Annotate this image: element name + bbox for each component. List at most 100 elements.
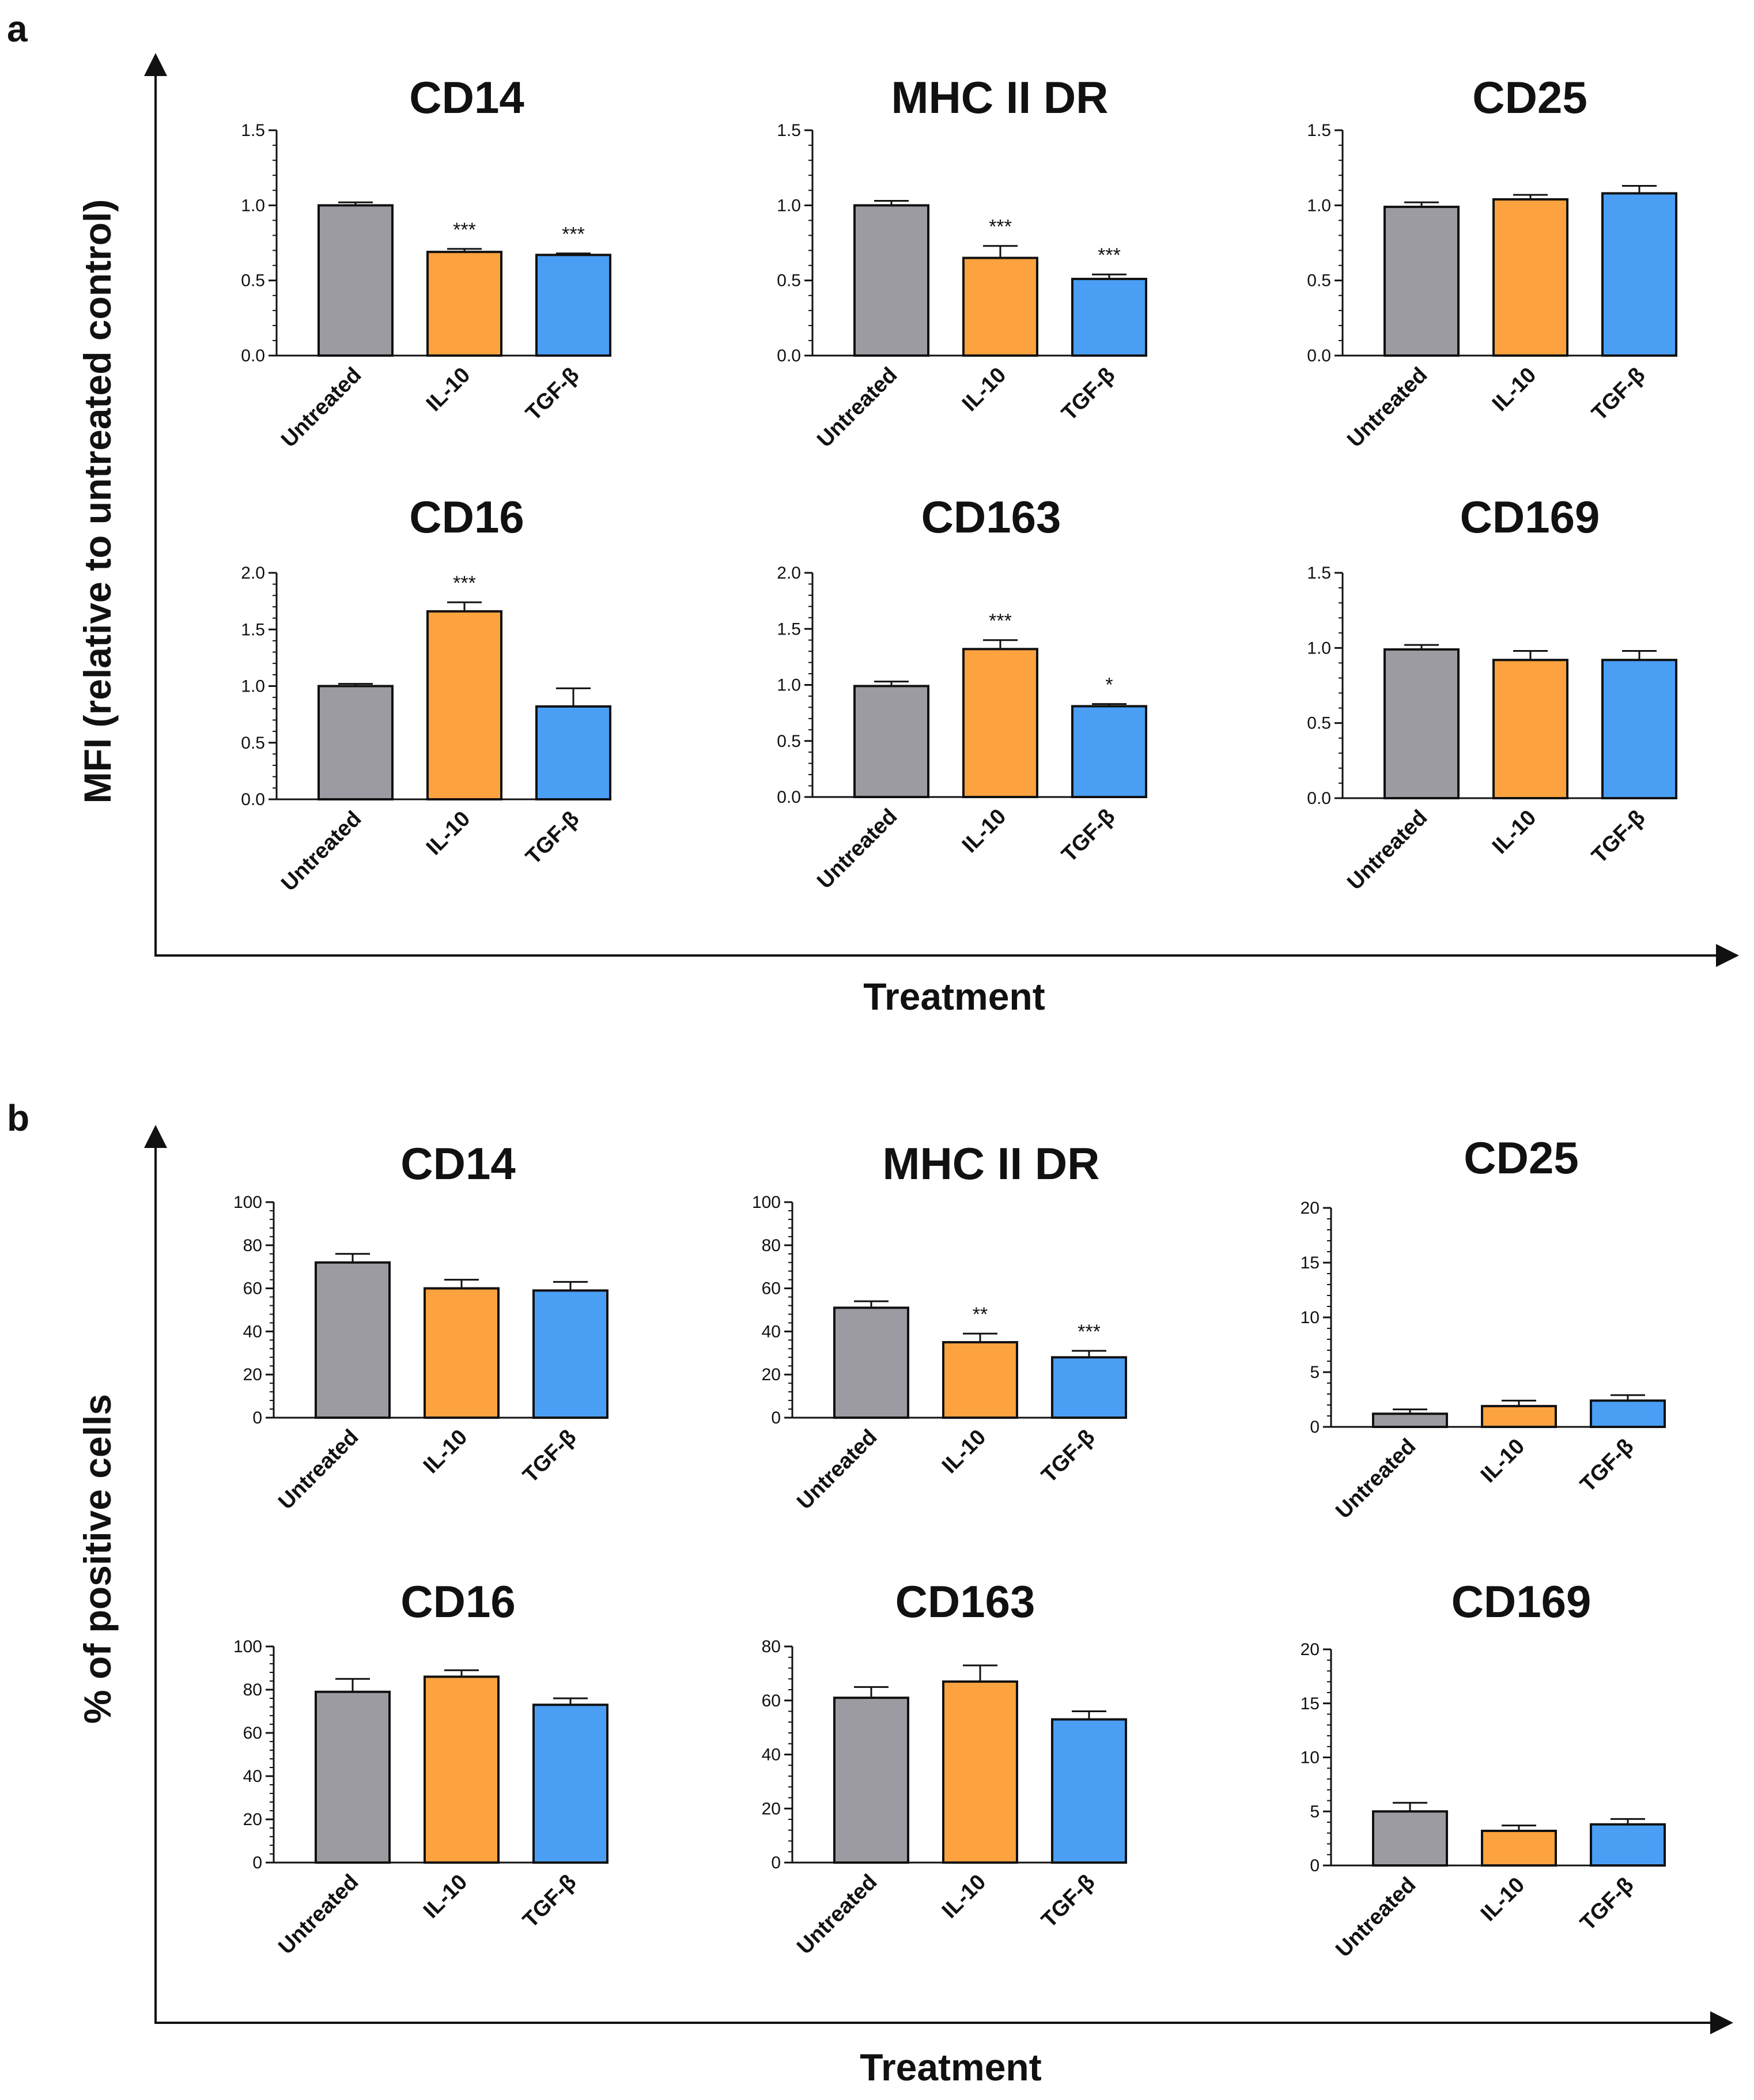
significance-marker: *** (562, 224, 585, 245)
category-label: IL-10 (419, 1425, 472, 1478)
chart-a-mhc-ii-dr: MHC II DR 0.0 0.5 1.0 1.5 Untreated *** IL-10 **… (777, 72, 1147, 452)
panel-b-y-axis-label: % of positive cells (76, 1394, 119, 1724)
y-tick-label: 40 (243, 1767, 262, 1786)
bar-il10 (424, 1287, 500, 1419)
y-tick-label: 1.0 (1307, 639, 1331, 658)
category-label: TGF-β (1587, 363, 1650, 426)
y-tick-label: 1.0 (241, 196, 265, 215)
category-label: Untreated (277, 807, 366, 896)
chart-a-cd14: CD14 0.0 0.5 1.0 1.5 Untreated *** IL-10 *** TGF-… (241, 72, 611, 452)
y-tick-label: 0 (252, 1853, 262, 1872)
bar-tgfb (1590, 1399, 1666, 1428)
y-tick-label: 100 (752, 1193, 781, 1212)
bar-untreated (1372, 1810, 1448, 1867)
chart-a-cd25: CD25 0.0 0.5 1.0 1.5 Untreated IL-10 TGF-β (1307, 72, 1677, 452)
bar-il10 (942, 1341, 1018, 1419)
significance-marker: *** (453, 572, 476, 594)
chart-title: CD169 (1460, 492, 1600, 542)
y-tick-label: 1.5 (1307, 121, 1331, 140)
y-tick-label: 1.5 (777, 620, 801, 639)
chart-title: CD163 (921, 492, 1061, 542)
y-tick-label: 0.5 (1307, 714, 1331, 733)
category-label: IL-10 (422, 363, 475, 416)
bar-untreated (853, 204, 929, 357)
y-tick-label: 0 (771, 1853, 781, 1872)
y-tick-label: 0 (252, 1408, 262, 1427)
panel-a-y-axis-label: MFI (relative to untreated control) (76, 199, 119, 804)
y-tick-label: 1.5 (1307, 564, 1331, 583)
y-tick-label: 40 (762, 1322, 781, 1341)
bar-untreated (1383, 205, 1460, 357)
category-label: IL-10 (1476, 1873, 1529, 1926)
category-label: IL-10 (1476, 1434, 1529, 1487)
category-label: TGF-β (1576, 1434, 1639, 1497)
category-label: TGF-β (1037, 1425, 1100, 1488)
y-tick-label: 1.5 (241, 121, 265, 140)
chart-title: CD14 (400, 1138, 515, 1189)
bar-untreated (315, 1261, 391, 1419)
category-label: Untreated (1343, 806, 1432, 895)
category-label: Untreated (274, 1870, 363, 1959)
bar-il10 (426, 610, 502, 801)
bar-tgfb (1590, 1823, 1666, 1867)
category-label: TGF-β (519, 1870, 581, 1933)
y-tick-label: 20 (1301, 1199, 1320, 1218)
category-label: TGF-β (521, 363, 584, 426)
bar-untreated (317, 685, 394, 800)
y-tick-label: 40 (762, 1746, 781, 1765)
y-tick-label: 0.0 (1307, 789, 1331, 808)
y-tick-label: 0 (771, 1408, 781, 1427)
bar-untreated (833, 1306, 909, 1419)
chart-title: CD16 (409, 492, 524, 542)
significance-marker: *** (1098, 244, 1121, 266)
bar-tgfb (535, 705, 611, 800)
y-tick-label: 0 (1310, 1418, 1320, 1437)
bar-il10 (962, 256, 1038, 357)
y-tick-label: 100 (233, 1193, 262, 1212)
category-label: IL-10 (1488, 363, 1541, 416)
chart-title: CD14 (409, 72, 524, 123)
y-tick-label: 20 (762, 1799, 781, 1818)
significance-marker: *** (989, 216, 1012, 238)
y-tick-label: 0.0 (1307, 346, 1331, 365)
y-tick-label: 0.0 (241, 346, 265, 365)
y-tick-label: 0 (1310, 1856, 1320, 1875)
y-tick-label: 20 (1301, 1640, 1320, 1659)
category-label: TGF-β (519, 1425, 581, 1488)
significance-marker: *** (453, 219, 476, 241)
y-tick-label: 0.5 (1307, 271, 1331, 290)
category-label: Untreated (812, 805, 902, 894)
panel-b-x-axis-label: Treatment (860, 2046, 1041, 2088)
y-tick-label: 100 (233, 1637, 262, 1656)
y-tick-label: 60 (243, 1279, 262, 1298)
y-tick-label: 1.0 (1307, 196, 1331, 215)
category-label: Untreated (1331, 1434, 1420, 1524)
y-tick-label: 5 (1310, 1363, 1320, 1382)
category-label: Untreated (792, 1425, 882, 1514)
y-tick-label: 0.0 (241, 790, 265, 809)
panel-b: b % of positive cells Treatment (7, 1097, 1733, 2088)
chart-a-cd169: CD169 0.0 0.5 1.0 1.5 Untreated IL-10 TGF-β (1307, 492, 1677, 895)
chart-title: CD16 (400, 1576, 515, 1627)
chart-title: CD25 (1464, 1132, 1578, 1183)
bar-il10 (426, 251, 502, 357)
y-tick-label: 60 (762, 1279, 781, 1298)
bar-il10 (424, 1675, 500, 1864)
significance-marker: ** (973, 1304, 988, 1325)
chart-title: CD169 (1451, 1576, 1592, 1627)
chart-a-cd16: CD16 0.0 0.5 1.0 1.5 2.0 Untreated *** IL-10 TGF-… (241, 492, 611, 896)
chart-b-cd163: CD163 0 20 40 60 80 Untreated IL-10 TGF-β (762, 1576, 1127, 1959)
category-label: Untreated (1331, 1873, 1420, 1962)
significance-marker: * (1105, 674, 1113, 696)
category-label: IL-10 (938, 1870, 991, 1923)
category-label: Untreated (277, 363, 366, 452)
significance-marker: *** (989, 610, 1012, 632)
y-tick-label: 15 (1301, 1253, 1320, 1272)
category-label: Untreated (812, 363, 902, 452)
bar-il10 (962, 648, 1038, 798)
chart-b-mhc-ii-dr: MHC II DR 0 20 40 60 80 100 Untreated ** IL-10 ***… (752, 1138, 1127, 1514)
bar-tgfb (535, 254, 611, 357)
bar-untreated (315, 1690, 391, 1864)
y-tick-label: 20 (243, 1365, 262, 1384)
